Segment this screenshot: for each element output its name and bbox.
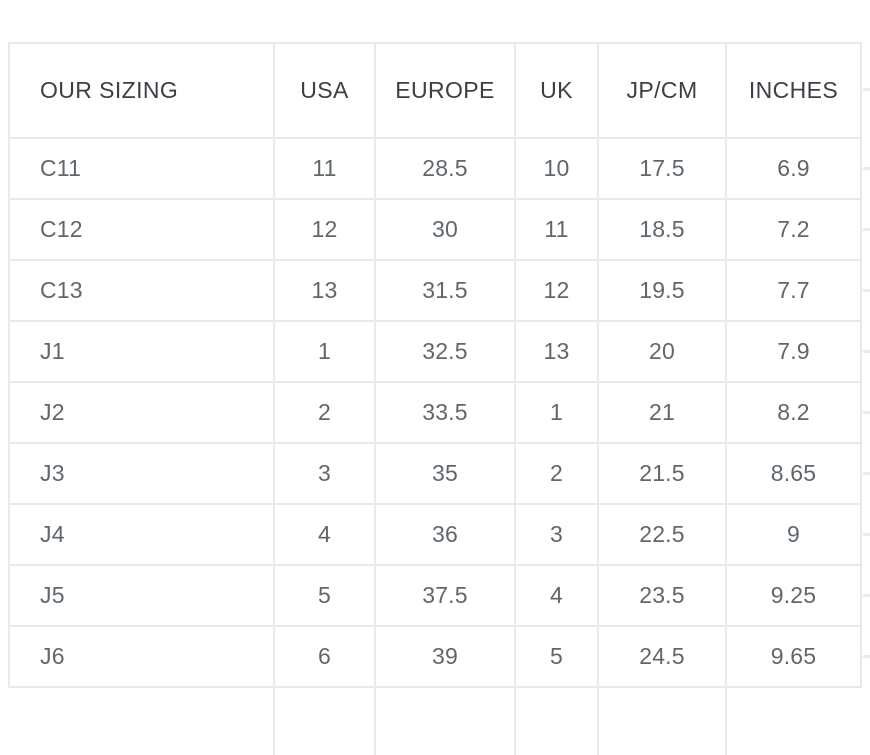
cell-inches: 9.65 <box>725 625 862 688</box>
cell-jp-cm: 19.5 <box>597 259 727 322</box>
cell-europe: 33.5 <box>374 381 516 444</box>
column-header-uk: UK <box>514 42 599 139</box>
cell-europe: 35 <box>374 442 516 505</box>
cell-usa: 12 <box>273 198 376 261</box>
table-row: C11 11 28.5 10 17.5 6.9 <box>8 137 862 200</box>
column-header-our-sizing: OUR SIZING <box>8 42 275 139</box>
cell-jp-cm: 20 <box>597 320 727 383</box>
clipped-column-text-fragment <box>863 594 870 597</box>
cell-inches: 7.2 <box>725 198 862 261</box>
cell-inches: 8.2 <box>725 381 862 444</box>
cell-uk: 1 <box>514 381 599 444</box>
column-header-europe: EUROPE <box>374 42 516 139</box>
empty-cell <box>9 686 275 755</box>
cell-europe: 30 <box>374 198 516 261</box>
table-row: J2 2 33.5 1 21 8.2 <box>8 381 862 444</box>
size-chart-table: OUR SIZING USA EUROPE UK JP/CM INCHES C1… <box>8 42 862 755</box>
table-row: J4 4 36 3 22.5 9 <box>8 503 862 566</box>
cell-jp-cm: 21.5 <box>597 442 727 505</box>
clipped-column-text-fragment <box>863 472 870 475</box>
cell-uk: 13 <box>514 320 599 383</box>
clipped-column-text-fragment <box>863 533 870 536</box>
cell-our-sizing: J5 <box>8 564 275 627</box>
cell-europe: 28.5 <box>374 137 516 200</box>
cell-inches: 7.9 <box>725 320 862 383</box>
cell-our-sizing: C11 <box>8 137 275 200</box>
empty-cell <box>597 686 727 755</box>
cell-jp-cm: 17.5 <box>597 137 727 200</box>
table-row: C12 12 30 11 18.5 7.2 <box>8 198 862 261</box>
header-row: OUR SIZING USA EUROPE UK JP/CM INCHES <box>8 42 862 139</box>
clipped-column-text-fragment <box>863 289 870 292</box>
cell-usa: 3 <box>273 442 376 505</box>
table-row: C13 13 31.5 12 19.5 7.7 <box>8 259 862 322</box>
cell-inches: 9 <box>725 503 862 566</box>
cell-our-sizing: J6 <box>8 625 275 688</box>
cell-jp-cm: 18.5 <box>597 198 727 261</box>
cell-europe: 32.5 <box>374 320 516 383</box>
cell-our-sizing: J1 <box>8 320 275 383</box>
clipped-column-text-fragment <box>863 411 870 414</box>
cell-uk: 10 <box>514 137 599 200</box>
cell-uk: 2 <box>514 442 599 505</box>
table-row: J6 6 39 5 24.5 9.65 <box>8 625 862 688</box>
cell-our-sizing: J4 <box>8 503 275 566</box>
cell-usa: 2 <box>273 381 376 444</box>
cell-usa: 13 <box>273 259 376 322</box>
empty-cell <box>374 686 516 755</box>
cell-inches: 9.25 <box>725 564 862 627</box>
cell-jp-cm: 24.5 <box>597 625 727 688</box>
column-header-jp-cm: JP/CM <box>597 42 727 139</box>
empty-partial-row <box>9 686 861 755</box>
cell-uk: 11 <box>514 198 599 261</box>
clipped-column-text-fragment <box>863 167 870 170</box>
cell-usa: 11 <box>273 137 376 200</box>
clipped-column-text-fragment <box>863 228 870 231</box>
cell-europe: 39 <box>374 625 516 688</box>
clipped-column-text-fragment <box>863 88 870 91</box>
table-row: J3 3 35 2 21.5 8.65 <box>8 442 862 505</box>
cell-europe: 31.5 <box>374 259 516 322</box>
cell-uk: 5 <box>514 625 599 688</box>
cell-our-sizing: J3 <box>8 442 275 505</box>
cell-our-sizing: C13 <box>8 259 275 322</box>
cell-usa: 5 <box>273 564 376 627</box>
cell-jp-cm: 21 <box>597 381 727 444</box>
column-header-usa: USA <box>273 42 376 139</box>
cell-uk: 12 <box>514 259 599 322</box>
clipped-column-text-fragment <box>863 350 870 353</box>
empty-cell <box>273 686 376 755</box>
cell-inches: 8.65 <box>725 442 862 505</box>
empty-cell <box>514 686 599 755</box>
cell-uk: 3 <box>514 503 599 566</box>
cell-europe: 37.5 <box>374 564 516 627</box>
cell-our-sizing: J2 <box>8 381 275 444</box>
cell-uk: 4 <box>514 564 599 627</box>
cell-jp-cm: 23.5 <box>597 564 727 627</box>
cell-our-sizing: C12 <box>8 198 275 261</box>
table-row: J1 1 32.5 13 20 7.9 <box>8 320 862 383</box>
cell-inches: 7.7 <box>725 259 862 322</box>
empty-cell <box>725 686 861 755</box>
column-header-inches: INCHES <box>725 42 862 139</box>
cell-europe: 36 <box>374 503 516 566</box>
cell-usa: 1 <box>273 320 376 383</box>
cell-jp-cm: 22.5 <box>597 503 727 566</box>
cell-usa: 4 <box>273 503 376 566</box>
table-row: J5 5 37.5 4 23.5 9.25 <box>8 564 862 627</box>
cell-usa: 6 <box>273 625 376 688</box>
cell-inches: 6.9 <box>725 137 862 200</box>
clipped-column-text-fragment <box>863 655 870 658</box>
